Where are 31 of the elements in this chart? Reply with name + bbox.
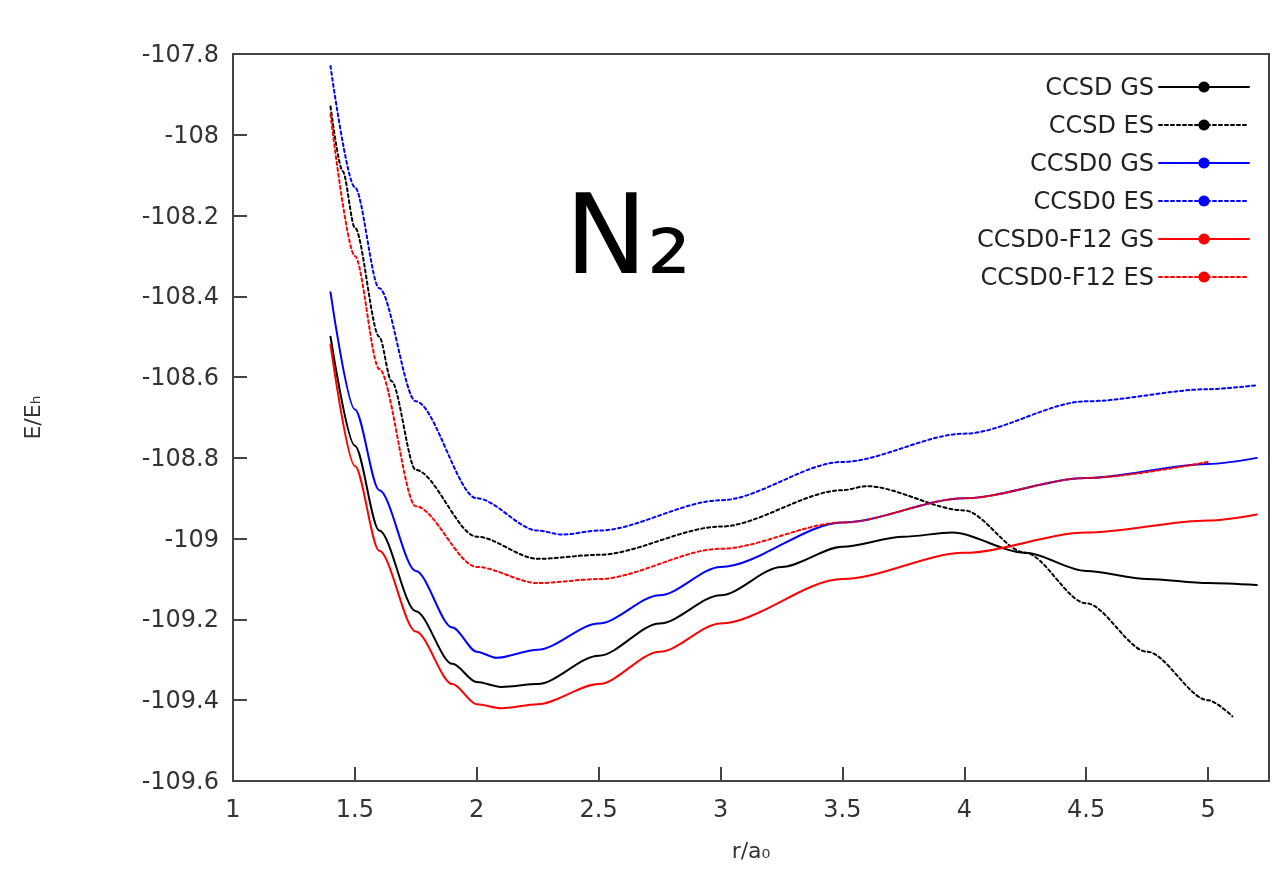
y-tick-label: -108.6 [141,363,219,392]
y-tick-label: -109.6 [141,767,219,795]
line-series [329,65,1258,536]
y-tick-label: -108.4 [141,282,219,311]
y-tick-label: -109.4 [141,686,219,715]
y-tick-label: -109.2 [141,605,219,634]
y-tick-label: -108.2 [141,201,219,230]
y-axis-title: E/Eₕ [19,395,45,440]
x-axis-title: r/a₀ [731,837,771,863]
x-tick-label: 2.5 [579,795,618,823]
legend-label: CCSD0-F12 ES [980,263,1154,291]
legend-label: CCSD0 GS [1030,149,1154,177]
x-tick-label: 3.5 [823,795,862,823]
y-tick-label: -109 [164,524,219,553]
annotation: N₂ [565,171,692,299]
x-tick-label: 3 [712,795,729,823]
x-tick-label: 1 [225,795,241,823]
y-tick-label: -108 [164,120,219,149]
y-tick-label: -107.8 [141,40,219,68]
legend-label: CCSD GS [1045,73,1154,101]
line-series [329,113,1210,585]
legend-label: CCSD0-F12 GS [977,225,1154,253]
legend-label: CCSD ES [1048,111,1154,139]
line-series [329,291,1258,659]
legend-label: CCSD0 ES [1033,187,1154,215]
x-tick-label: 5 [1200,795,1216,823]
x-tick-label: 4.5 [1067,795,1106,823]
y-tick-label: -108.8 [141,443,219,472]
x-tick-label: 1.5 [335,795,374,823]
x-tick-label: 4 [956,795,972,823]
x-tick-label: 2 [469,795,485,823]
